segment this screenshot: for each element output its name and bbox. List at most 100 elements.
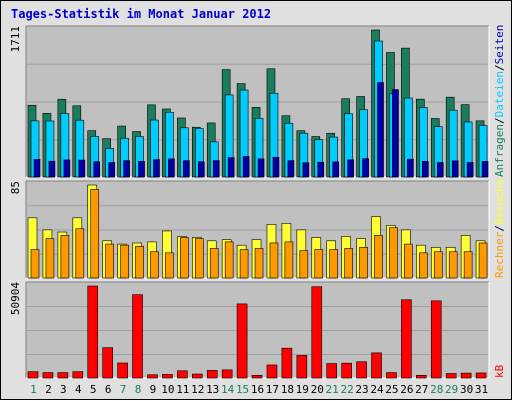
legend-entry: / xyxy=(493,225,506,232)
kb-legend: kB xyxy=(493,364,506,378)
bar-seiten xyxy=(332,161,340,178)
bar-kb xyxy=(401,299,412,379)
day-label: 29 xyxy=(445,383,458,396)
bar-seiten xyxy=(481,161,489,178)
bar-seiten xyxy=(227,157,235,178)
bar-seiten xyxy=(197,161,205,178)
bar-kb xyxy=(311,286,323,379)
day-label: 18 xyxy=(281,383,294,396)
bar-seiten xyxy=(287,160,295,178)
bar-kb xyxy=(206,370,218,379)
bar-rechner xyxy=(135,245,144,279)
bar-kb xyxy=(102,347,113,379)
bar-rechner xyxy=(314,249,324,279)
bar-kb xyxy=(416,374,427,379)
bar-rechner xyxy=(329,249,339,279)
bar-seiten xyxy=(407,158,414,178)
hits-files-pages-max-label: 1711 xyxy=(9,26,22,53)
chart-title: Tages-Statistik im Monat Januar 2012 xyxy=(11,7,271,21)
day-label: 28 xyxy=(430,383,443,396)
bar-kb xyxy=(27,371,39,379)
bar-rechner xyxy=(90,189,100,279)
bar-rechner xyxy=(389,227,398,279)
day-label: 21 xyxy=(326,383,339,396)
day-label: 20 xyxy=(311,383,324,396)
bar-seiten xyxy=(392,89,399,178)
bar-rechner xyxy=(30,249,40,279)
day-label: 19 xyxy=(296,383,309,396)
bar-seiten xyxy=(242,156,250,178)
day-label: 22 xyxy=(340,383,353,396)
legend-entry: Besuche xyxy=(493,179,506,225)
bar-seiten xyxy=(451,160,459,178)
bar-rechner xyxy=(165,252,174,279)
day-label: 9 xyxy=(150,383,157,396)
bar-rechner xyxy=(419,252,428,279)
bar-seiten xyxy=(168,158,175,178)
day-label: 6 xyxy=(105,383,112,396)
bar-rechner xyxy=(269,242,279,279)
bar-kb xyxy=(460,372,472,379)
bar-rechner xyxy=(60,235,70,279)
bar-kb xyxy=(72,371,84,379)
bar-seiten xyxy=(123,160,130,178)
bar-kb xyxy=(326,363,338,379)
bar-kb xyxy=(341,362,352,379)
bar-kb xyxy=(281,347,293,379)
day-label: 7 xyxy=(120,383,127,396)
bar-kb xyxy=(430,300,442,379)
bar-rechner xyxy=(45,238,55,279)
bar-kb xyxy=(236,303,248,379)
bar-rechner xyxy=(239,249,249,279)
bar-rechner xyxy=(194,238,204,279)
day-label: 13 xyxy=(206,383,219,396)
bar-rechner xyxy=(433,251,443,279)
bar-kb xyxy=(87,285,99,379)
bar-seiten xyxy=(108,162,115,178)
bar-seiten xyxy=(63,159,71,178)
bar-rechner xyxy=(404,243,413,279)
bar-rechner xyxy=(478,242,488,279)
day-label: 25 xyxy=(385,383,398,396)
bar-kb xyxy=(296,355,308,379)
bar-rechner xyxy=(150,251,159,279)
bar-kb xyxy=(57,372,69,379)
bar-seiten xyxy=(212,160,220,178)
bar-kb xyxy=(42,372,54,379)
legend-entry: Seiten xyxy=(493,25,506,65)
bar-rechner xyxy=(374,235,383,279)
bar-seiten xyxy=(257,158,265,178)
day-label: 30 xyxy=(460,383,473,396)
bar-seiten xyxy=(33,159,41,178)
bar-seiten xyxy=(138,161,145,178)
bar-kb xyxy=(221,369,233,379)
bar-kb xyxy=(147,374,158,379)
bar-seiten xyxy=(436,162,444,178)
day-label: 1 xyxy=(30,383,37,396)
bar-rechner xyxy=(105,243,114,279)
bar-seiten xyxy=(377,82,384,178)
bar-seiten xyxy=(93,161,101,178)
legend-entry: Anfragen xyxy=(493,124,506,177)
bar-seiten xyxy=(48,160,56,178)
bar-kb xyxy=(162,374,173,379)
bar-seiten xyxy=(422,161,429,178)
bar-rechner xyxy=(344,248,353,279)
bar-kb xyxy=(117,362,128,379)
bar-seiten xyxy=(78,159,86,178)
bar-kb xyxy=(371,352,382,379)
bar-rechner xyxy=(284,241,294,279)
bar-seiten xyxy=(347,159,354,178)
bar-seiten xyxy=(183,160,190,178)
bar-seiten xyxy=(466,162,474,178)
hits-files-pages-legend: Anfragen/Dateien/Seiten xyxy=(493,25,506,177)
bar-rechner xyxy=(299,250,309,279)
bar-seiten xyxy=(153,159,160,178)
day-label: 26 xyxy=(400,383,413,396)
day-label: 14 xyxy=(221,383,235,396)
bar-seiten xyxy=(362,158,369,178)
legend-entry: kB xyxy=(493,364,506,378)
legend-entry: / xyxy=(493,64,506,71)
